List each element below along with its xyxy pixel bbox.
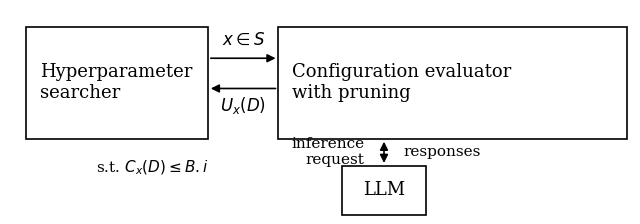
Text: Hyperparameter
searcher: Hyperparameter searcher (40, 63, 192, 102)
Bar (342, 166, 426, 215)
Bar (26, 27, 208, 139)
Text: $U_x(D)$: $U_x(D)$ (220, 95, 266, 116)
Text: responses: responses (403, 145, 481, 159)
Bar (278, 27, 627, 139)
Text: inference
request: inference request (292, 137, 365, 167)
Text: LLM: LLM (363, 181, 405, 199)
Text: s.t. $C_x(D) \leq B.i$: s.t. $C_x(D) \leq B.i$ (95, 159, 209, 177)
Text: $x \in S$: $x \in S$ (221, 32, 265, 49)
Text: Configuration evaluator
with pruning: Configuration evaluator with pruning (292, 63, 512, 102)
